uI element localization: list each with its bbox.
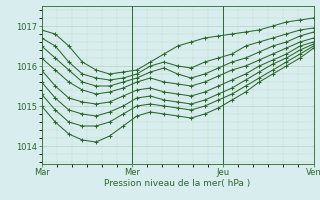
X-axis label: Pression niveau de la mer( hPa ): Pression niveau de la mer( hPa ) [104, 179, 251, 188]
